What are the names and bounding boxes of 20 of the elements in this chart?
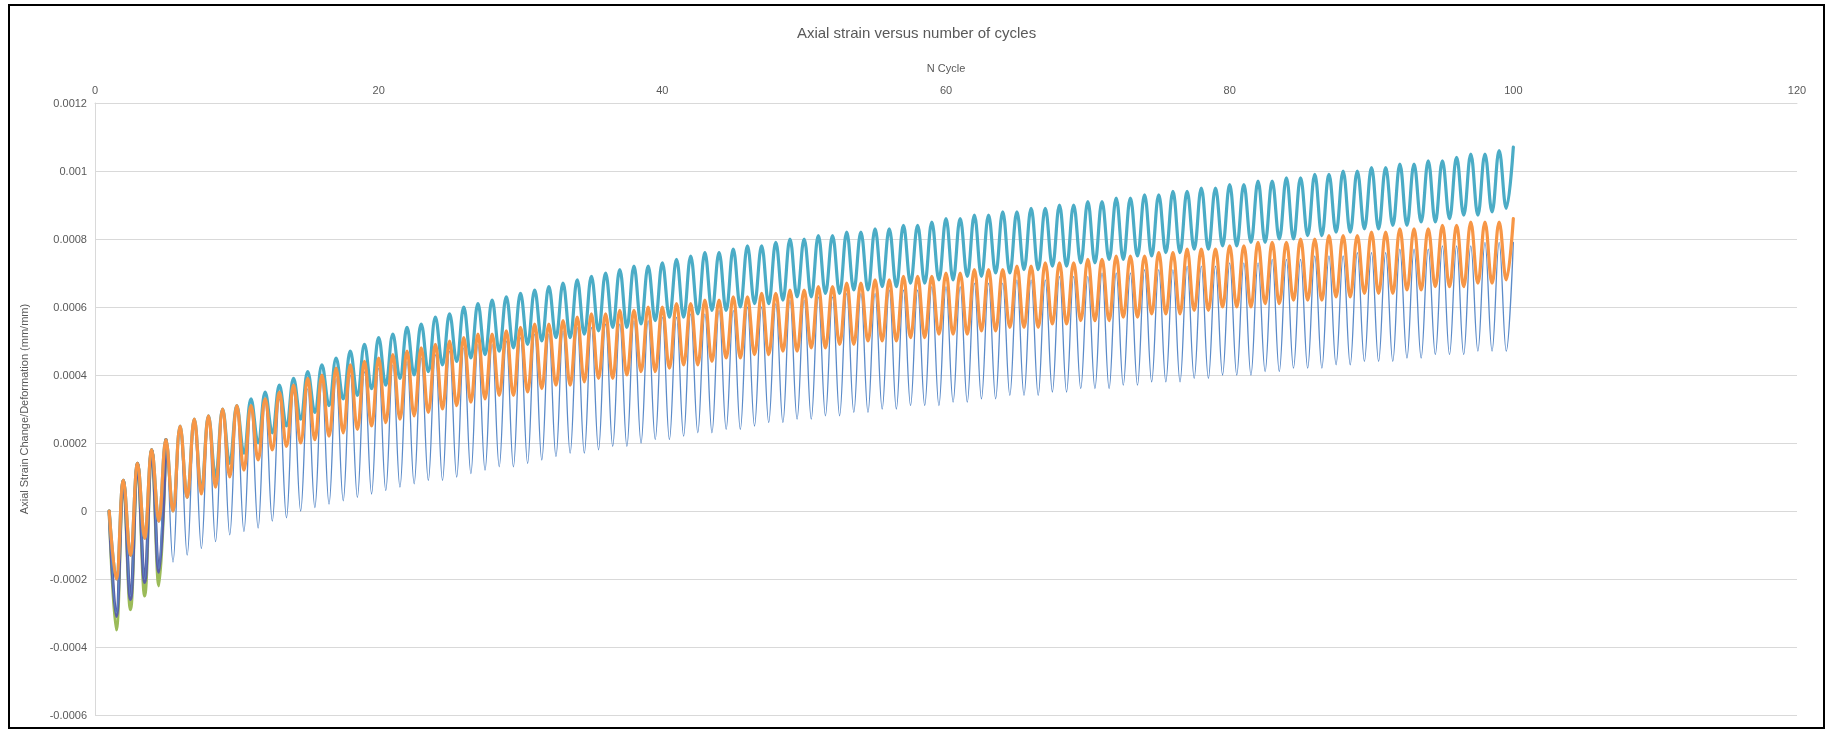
y-tick-label: 0.001 xyxy=(59,165,87,177)
chart-title: Axial strain versus number of cycles xyxy=(796,24,1037,41)
x-axis-title: N Cycle xyxy=(926,61,966,74)
y-axis-title: Axial Strain Change/Deformation (mm/mm) xyxy=(17,303,30,515)
y-tick-label: 0.0004 xyxy=(53,369,87,381)
y-tick-label: -0.0002 xyxy=(49,573,87,585)
x-tick-label: 120 xyxy=(1787,83,1807,96)
y-tick-label: 0.0002 xyxy=(53,437,87,449)
x-tick-label: 60 xyxy=(939,83,953,96)
y-tick-label: -0.0006 xyxy=(49,709,87,721)
y-tick-label: 0.0008 xyxy=(53,233,87,245)
y-tick-label: 0.0012 xyxy=(53,97,87,109)
x-tick-label: 80 xyxy=(1223,83,1236,96)
y-tick-label: 0.0006 xyxy=(53,301,87,313)
x-tick-label: 100 xyxy=(1504,83,1523,96)
x-tick-label: 0 xyxy=(91,83,99,96)
y-tick-label: 0 xyxy=(80,505,87,517)
y-tick-label: -0.0004 xyxy=(49,641,87,653)
x-tick-label: 40 xyxy=(656,83,669,96)
x-tick-label: 20 xyxy=(372,83,385,96)
